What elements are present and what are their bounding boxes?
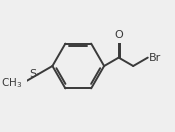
Text: S: S [30, 69, 37, 79]
Text: O: O [114, 30, 123, 40]
Text: Br: Br [149, 53, 161, 63]
Text: CH$_3$: CH$_3$ [1, 76, 23, 90]
